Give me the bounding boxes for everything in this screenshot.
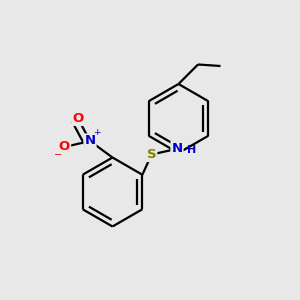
Text: S: S [147, 148, 156, 161]
Text: N: N [171, 142, 183, 155]
Text: O: O [72, 112, 84, 125]
Text: +: + [93, 128, 100, 137]
Text: O: O [59, 140, 70, 154]
Text: −: − [54, 150, 62, 161]
Text: H: H [188, 145, 196, 155]
Text: N: N [84, 134, 96, 148]
